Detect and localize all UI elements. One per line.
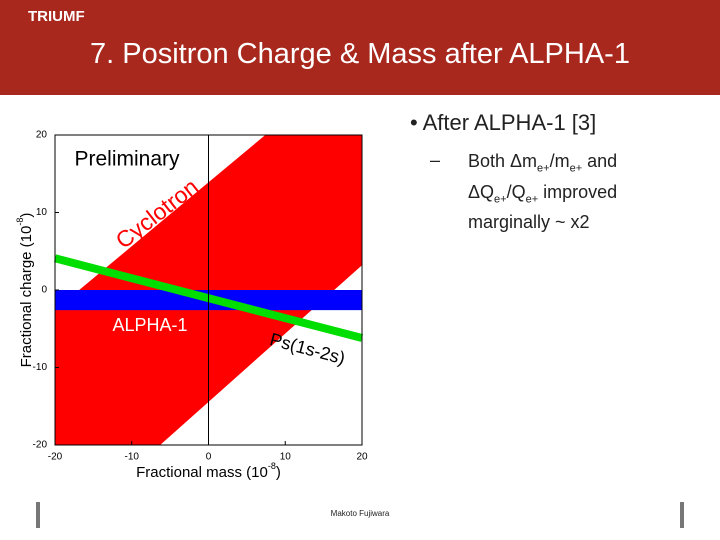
sub-bullet-marker: – xyxy=(430,150,441,170)
bullet: • After ALPHA-1 [3] xyxy=(410,110,596,136)
y-label-text: ) xyxy=(18,213,35,218)
subscript: e+ xyxy=(494,193,507,206)
y-tick-label: 0 xyxy=(41,285,47,296)
superscript: -8 xyxy=(268,461,276,471)
annotation-box xyxy=(60,144,195,176)
footer: Makoto Fujiwara xyxy=(330,509,390,518)
annotation: Preliminary xyxy=(74,148,180,171)
header: TRIUMF 7. Positron Charge & Mass after A… xyxy=(0,0,720,95)
series-label: ALPHA-1 xyxy=(112,315,187,335)
sub-bullet-text: improved marginally ~ x2 xyxy=(468,181,618,233)
slide-title: 7. Positron Charge & Mass after ALPHA-1 xyxy=(90,38,630,70)
x-label-text: ) xyxy=(276,464,281,481)
x-tick-label: 0 xyxy=(206,452,212,463)
x-label-text: Fractional mass (10 xyxy=(136,464,268,481)
sub-bullet-text: and ΔQ xyxy=(468,151,618,202)
x-tick-label: -20 xyxy=(48,452,63,463)
subscript: e+ xyxy=(525,193,539,206)
sub-bullet: Both Δme+/me+ and ΔQe+/Qe+ improved marg… xyxy=(468,150,678,234)
sub-bullet-text: /Q xyxy=(506,181,526,202)
logo: TRIUMF xyxy=(28,8,85,25)
footer-bar xyxy=(680,502,684,528)
bullet-text: After ALPHA-1 [3] xyxy=(422,110,597,135)
superscript: -8 xyxy=(15,218,25,226)
y-tick-label: -10 xyxy=(33,362,48,373)
y-tick-label: -20 xyxy=(33,440,48,451)
bullet-marker: • xyxy=(410,110,418,135)
sub-bullet-text: Both Δm xyxy=(468,151,538,171)
subscript: e+ xyxy=(569,162,583,175)
footer-bar xyxy=(36,502,40,528)
x-tick-label: 10 xyxy=(280,452,292,463)
x-tick-label: 20 xyxy=(356,452,368,463)
x-axis-label: Fractional mass (10-8) xyxy=(136,461,281,481)
y-label-text: Fractional charge (10 xyxy=(18,226,35,368)
sub-bullet-text: /m xyxy=(549,151,570,171)
y-tick-label: 20 xyxy=(36,130,48,141)
y-tick-label: 10 xyxy=(36,207,48,218)
subscript: e+ xyxy=(537,162,550,175)
y-axis-label: Fractional charge (10-8) xyxy=(15,213,35,368)
x-tick-label: -10 xyxy=(125,452,140,463)
